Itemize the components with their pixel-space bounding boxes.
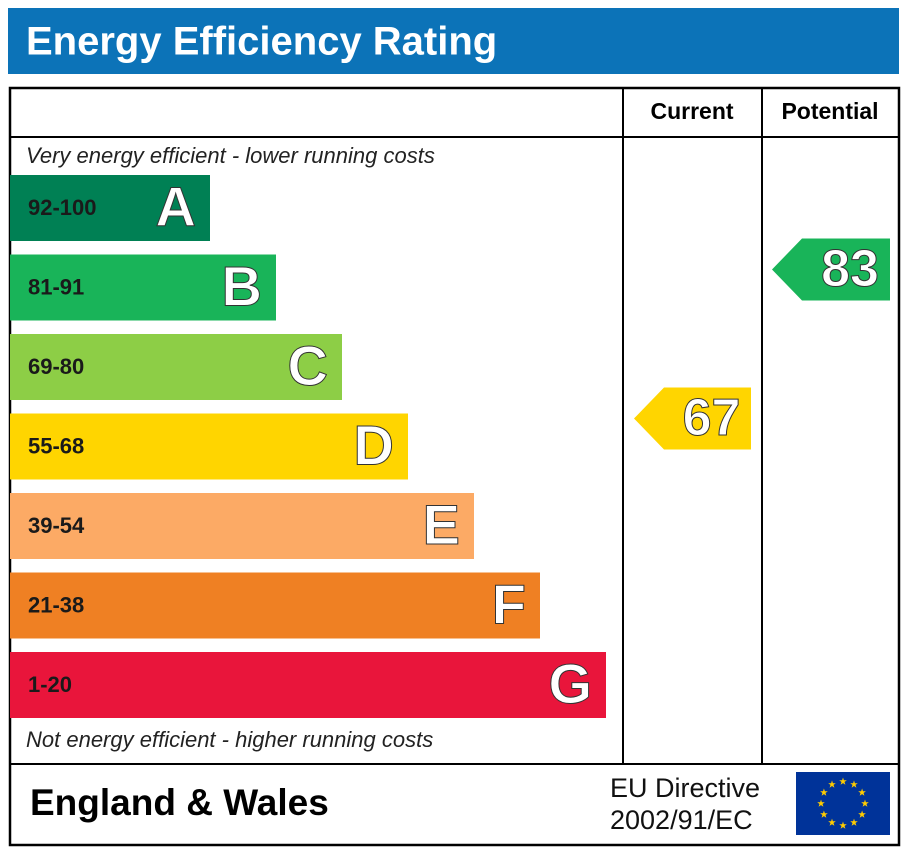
star [817,799,825,807]
band-range: 81-91 [28,274,84,299]
band-letter: F [492,572,526,635]
band-letter: A [156,175,196,238]
star [828,818,836,826]
rating-arrow [634,387,751,450]
star [858,810,866,818]
band [10,413,408,480]
band [10,254,276,321]
rating-value: 83 [821,240,879,298]
band [10,334,342,400]
star [839,777,847,785]
title-bar [8,8,899,74]
rating-value: 67 [683,389,741,447]
eu-flag [796,772,890,835]
band-range: 39-54 [28,513,85,538]
directive: 2002/91/EC [610,805,753,835]
top-note: Very energy efficient - lower running co… [26,143,435,168]
title: Energy Efficiency Rating [26,20,497,64]
bottom-note: Not energy efficient - higher running co… [26,727,433,752]
band-letter: C [288,334,328,397]
star [828,780,836,788]
star [850,780,858,788]
region: England & Wales [30,782,329,823]
band [10,493,474,559]
band [10,572,540,639]
band-range: 69-80 [28,354,84,379]
band [10,175,210,241]
band-letter: B [222,254,262,317]
star [858,788,866,796]
star [850,818,858,826]
column-header: Current [650,98,733,124]
band-range: 55-68 [28,433,84,458]
band-range: 92-100 [28,195,97,220]
star [820,810,828,818]
band [10,652,606,718]
band-range: 1-20 [28,672,72,697]
star [839,821,847,829]
star [820,788,828,796]
directive: EU Directive [610,773,760,803]
rating-arrow [772,238,890,301]
band-letter: D [354,413,394,476]
band-letter: G [548,652,592,715]
column-header: Potential [781,98,878,124]
star [861,799,869,807]
band-range: 21-38 [28,592,84,617]
band-letter: E [423,493,460,556]
